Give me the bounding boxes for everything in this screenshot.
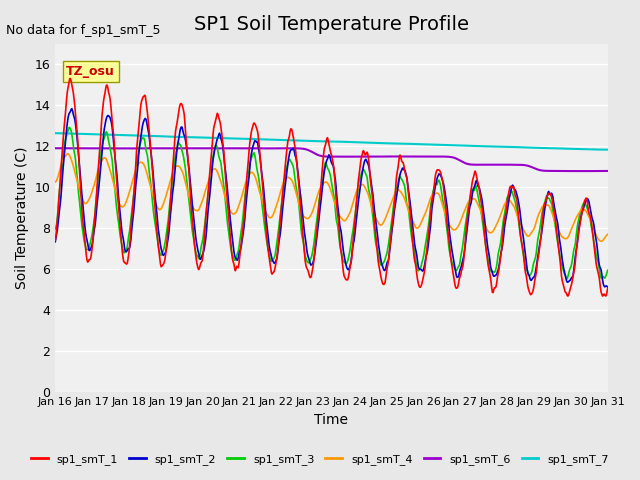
Y-axis label: Soil Temperature (C): Soil Temperature (C) [15, 147, 29, 289]
Title: SP1 Soil Temperature Profile: SP1 Soil Temperature Profile [194, 15, 469, 34]
Text: TZ_osu: TZ_osu [67, 65, 115, 78]
Text: No data for f_sp1_smT_5: No data for f_sp1_smT_5 [6, 24, 161, 36]
X-axis label: Time: Time [314, 413, 348, 427]
Legend: sp1_smT_1, sp1_smT_2, sp1_smT_3, sp1_smT_4, sp1_smT_6, sp1_smT_7: sp1_smT_1, sp1_smT_2, sp1_smT_3, sp1_smT… [27, 450, 613, 469]
